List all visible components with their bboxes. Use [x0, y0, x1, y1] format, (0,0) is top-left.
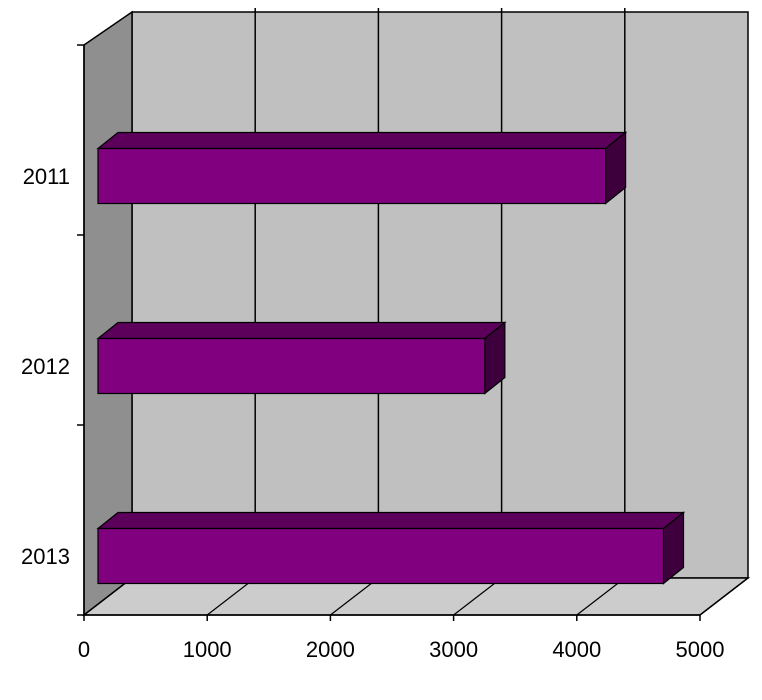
bar	[96, 321, 507, 395]
axis-ticks	[77, 44, 701, 621]
axis-labels: 0 1000 2000 3000 4000 5000 2011 2012 2013	[21, 164, 724, 662]
x-tick-label: 1000	[183, 637, 232, 662]
bar-top	[96, 131, 628, 150]
bar-front	[97, 147, 607, 205]
floor-gridline	[453, 577, 502, 616]
bar-front	[97, 527, 665, 585]
y-tick-label: 2013	[21, 544, 70, 569]
floor-gridline	[699, 577, 749, 616]
bar-top	[96, 321, 507, 340]
floor-gridline	[330, 577, 379, 616]
y-tick-label: 2012	[21, 354, 70, 379]
bars	[96, 131, 686, 585]
floor-gridline	[576, 577, 626, 616]
x-tick-label: 0	[78, 637, 90, 662]
y-tick-label: 2011	[23, 164, 70, 189]
bar-front	[97, 337, 486, 395]
bar	[96, 511, 686, 585]
x-tick-label: 4000	[552, 637, 601, 662]
floor-gridline	[206, 577, 256, 616]
bar	[96, 131, 628, 205]
x-tick-label: 5000	[676, 637, 725, 662]
back-wall	[131, 11, 749, 579]
x-tick-label: 2000	[306, 637, 355, 662]
x-tick-label: 3000	[429, 637, 478, 662]
gridlines	[206, 8, 749, 616]
bar-top	[96, 511, 686, 530]
